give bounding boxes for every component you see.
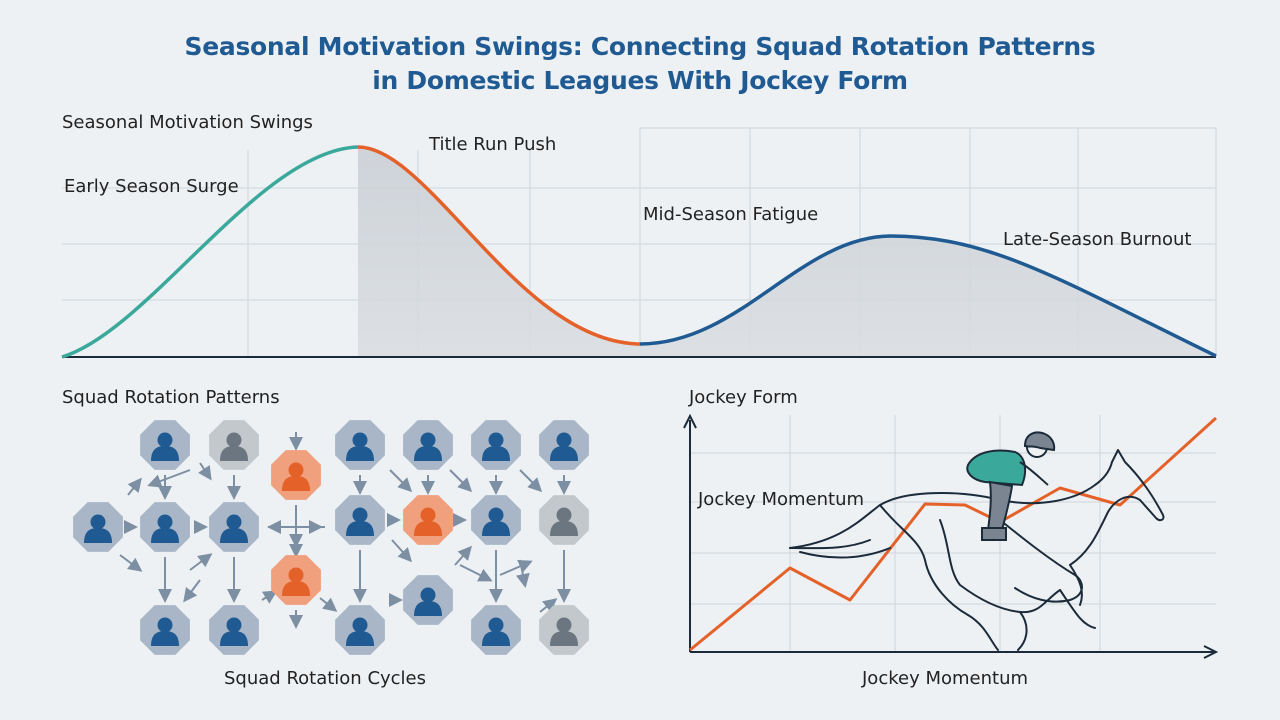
jockey-figure [966,431,1056,541]
rotation-caption: Squad Rotation Cycles [224,668,427,689]
squad-player-node [140,420,190,470]
motivation-shaded-area [358,147,1216,357]
arrow-icon [198,462,212,481]
squad-player-node [73,502,123,552]
rotation-heading: Squad Rotation Patterns [62,387,280,408]
arrow-icon [519,469,543,493]
squad-player-node [539,605,589,655]
squad-player-node [209,605,259,655]
motivation-curve-teal [61,145,359,359]
jockey-form-line [689,416,1218,652]
arrow-icon [261,590,278,604]
squad-player-node [539,495,589,545]
arrow-icon [454,545,472,566]
squad-player-node [335,605,385,655]
squad-player-node [471,495,521,545]
jockey-boot [981,527,1007,541]
arrow-icon [459,564,493,582]
label-late-season-burnout: Late-Season Burnout [1003,229,1192,250]
jockey-leg [986,480,1014,531]
arrow-icon [539,598,558,613]
motivation-curve-orange [357,145,641,346]
squad-player-node [471,420,521,470]
squad-player-node [403,575,453,625]
squad-player-node [209,420,259,470]
arrow-icon [189,553,213,571]
title-line-2: in Domestic Leagues With Jockey Form [372,66,908,95]
jockey-grid [690,415,1216,652]
arrow-icon [127,477,142,496]
squad-player-node [539,420,589,470]
jockey-x-axis-label: Jockey Momentum [862,668,1029,689]
rotation-nodes [73,420,589,655]
jockey-axes [683,413,1219,659]
horse-jockey-illustration [789,449,1165,651]
squad-player-node [403,420,453,470]
label-title-run-push: Title Run Push [429,134,557,155]
squad-player-node [271,555,321,605]
jockey-torso [966,449,1027,487]
squad-player-node [271,450,321,500]
arrow-icon [391,539,413,563]
motivation-curve-blue [639,234,1217,358]
jockey-helmet [1023,431,1056,452]
arrow-icon [389,469,413,493]
squad-player-node [335,495,385,545]
arrow-icon [147,469,191,488]
arrow-icon [119,554,143,572]
squad-player-node [140,605,190,655]
squad-player-node [209,502,259,552]
arrow-icon [449,469,473,493]
motivation-heading: Seasonal Motivation Swings [62,112,313,133]
arrow-icon [183,579,201,603]
arrow-icon [499,559,533,576]
jockey-momentum-label: Jockey Momentum [698,489,865,510]
label-mid-season-fatigue: Mid-Season Fatigue [643,204,819,225]
squad-player-node [403,495,453,545]
squad-player-node [471,605,521,655]
squad-player-node [140,502,190,552]
arrow-icon [319,597,338,612]
jockey-arm [1019,461,1049,486]
label-early-season-surge: Early Season Surge [64,176,239,197]
page-title: Seasonal Motivation Swings: Connecting S… [0,30,1280,98]
title-line-1: Seasonal Motivation Swings: Connecting S… [184,32,1096,61]
squad-player-node [335,420,385,470]
rotation-arrows [119,432,571,629]
jockey-heading: Jockey Form [689,387,798,408]
